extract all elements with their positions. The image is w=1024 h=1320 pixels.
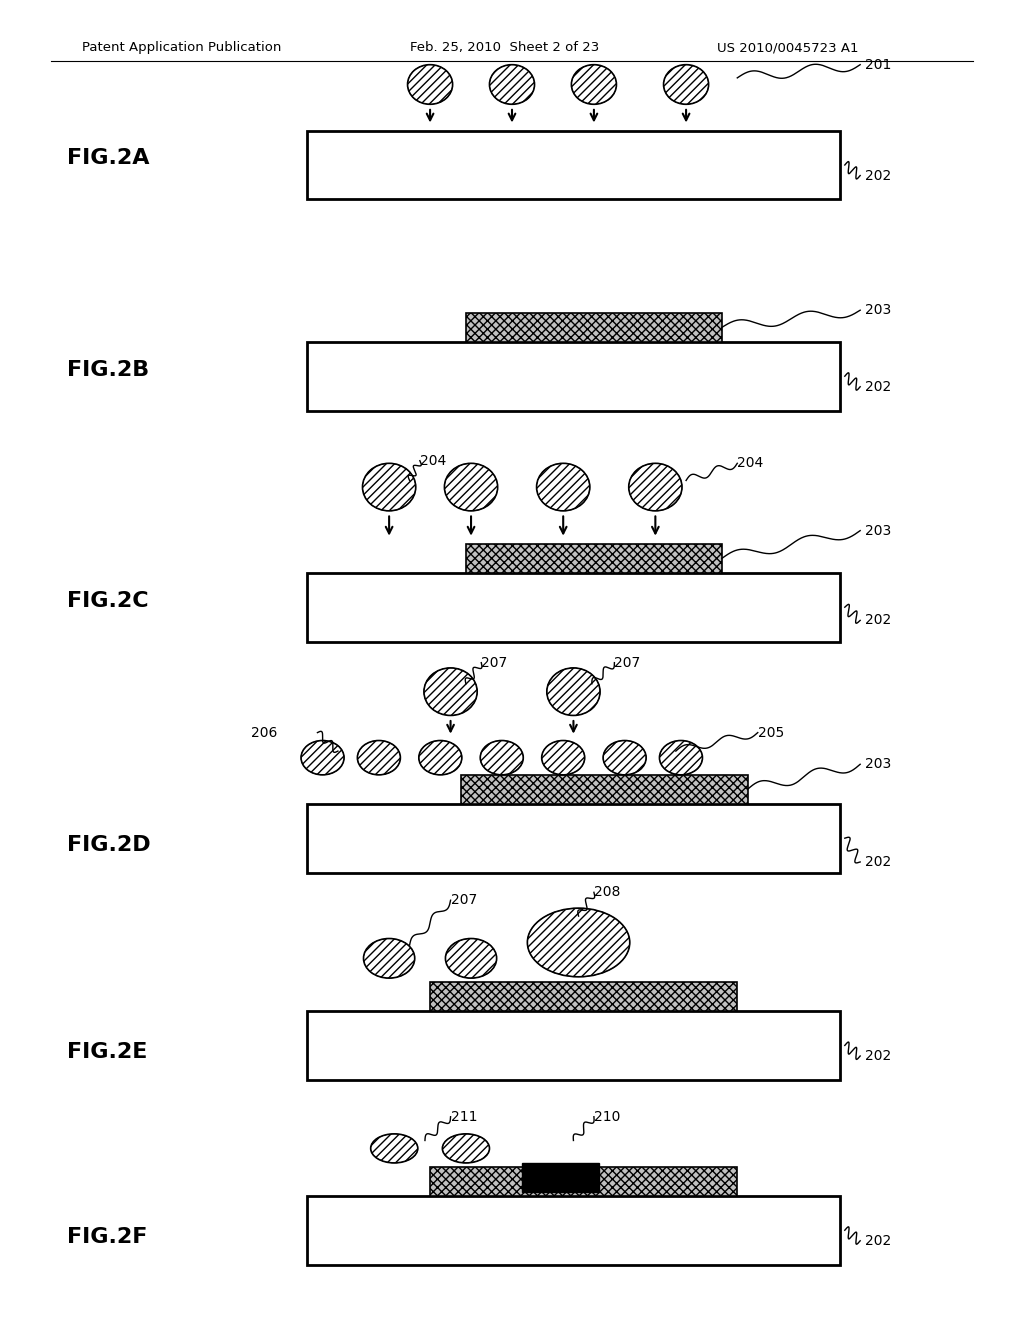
Ellipse shape <box>542 741 585 775</box>
Text: 202: 202 <box>865 380 892 393</box>
Text: FIG.2F: FIG.2F <box>67 1226 146 1247</box>
Text: US 2010/0045723 A1: US 2010/0045723 A1 <box>717 41 858 54</box>
Text: 205: 205 <box>758 726 784 739</box>
Ellipse shape <box>527 908 630 977</box>
Bar <box>307 1011 840 1080</box>
Text: 202: 202 <box>865 1234 892 1247</box>
Ellipse shape <box>408 65 453 104</box>
Bar <box>307 1196 840 1265</box>
Bar <box>461 775 748 804</box>
Bar <box>522 1163 599 1192</box>
Text: FIG.2B: FIG.2B <box>67 359 148 380</box>
Ellipse shape <box>603 741 646 775</box>
Bar <box>307 342 840 411</box>
Ellipse shape <box>664 65 709 104</box>
Bar <box>466 313 722 342</box>
Text: 204: 204 <box>737 457 764 470</box>
Text: 207: 207 <box>614 656 641 669</box>
Ellipse shape <box>537 463 590 511</box>
Text: FIG.2C: FIG.2C <box>67 590 148 611</box>
Ellipse shape <box>659 741 702 775</box>
Text: 204: 204 <box>420 454 446 467</box>
Text: 207: 207 <box>481 656 508 669</box>
Text: 203: 203 <box>865 524 892 537</box>
Ellipse shape <box>571 65 616 104</box>
Text: FIG.2E: FIG.2E <box>67 1041 146 1063</box>
Text: 202: 202 <box>865 169 892 182</box>
Bar <box>307 573 840 642</box>
Text: Feb. 25, 2010  Sheet 2 of 23: Feb. 25, 2010 Sheet 2 of 23 <box>410 41 599 54</box>
Text: 202: 202 <box>865 614 892 627</box>
Text: 201: 201 <box>865 58 892 71</box>
Text: 203: 203 <box>865 304 892 317</box>
Text: FIG.2A: FIG.2A <box>67 148 150 169</box>
Text: 202: 202 <box>865 855 892 869</box>
Text: Patent Application Publication: Patent Application Publication <box>82 41 282 54</box>
Bar <box>307 131 840 199</box>
Text: 203: 203 <box>865 758 892 771</box>
Text: FIG.2D: FIG.2D <box>67 834 151 855</box>
Text: 207: 207 <box>451 894 477 907</box>
Bar <box>430 982 737 1011</box>
Ellipse shape <box>301 741 344 775</box>
Ellipse shape <box>357 741 400 775</box>
Ellipse shape <box>489 65 535 104</box>
Ellipse shape <box>444 463 498 511</box>
Ellipse shape <box>547 668 600 715</box>
Ellipse shape <box>364 939 415 978</box>
Bar <box>307 804 840 873</box>
Ellipse shape <box>424 668 477 715</box>
Ellipse shape <box>629 463 682 511</box>
Ellipse shape <box>371 1134 418 1163</box>
Text: 210: 210 <box>594 1110 621 1123</box>
Ellipse shape <box>362 463 416 511</box>
Text: 208: 208 <box>594 886 621 899</box>
Text: 206: 206 <box>251 726 278 739</box>
Ellipse shape <box>419 741 462 775</box>
Bar <box>466 544 722 573</box>
Ellipse shape <box>480 741 523 775</box>
Ellipse shape <box>445 939 497 978</box>
Ellipse shape <box>442 1134 489 1163</box>
Bar <box>430 1167 737 1196</box>
Text: 211: 211 <box>451 1110 477 1123</box>
Text: 202: 202 <box>865 1049 892 1063</box>
